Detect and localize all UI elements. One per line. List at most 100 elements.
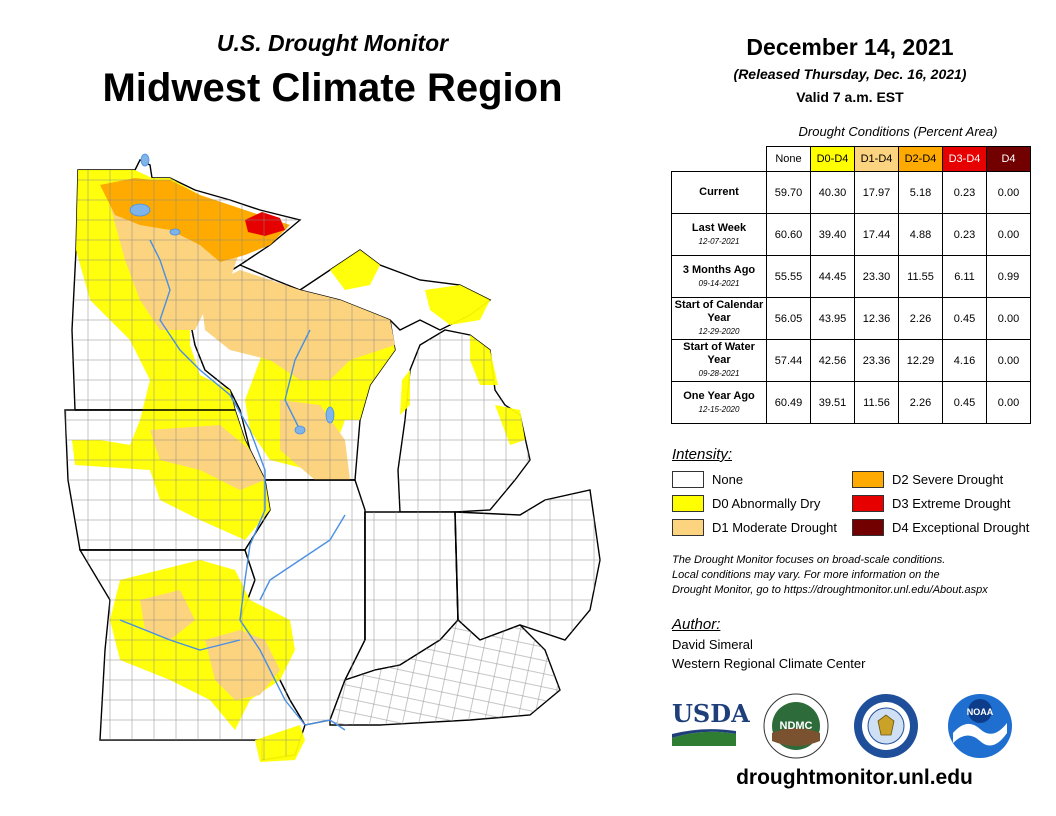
author-organization: Western Regional Climate Center — [672, 656, 866, 671]
cell-d3-d4: 6.11 — [942, 255, 987, 298]
cell-d2-d4: 12.29 — [898, 339, 943, 382]
legend-label-d0: D0 Abnormally Dry — [712, 496, 821, 511]
cell-d2-d4: 2.26 — [898, 381, 943, 424]
valid-time: Valid 7 a.m. EST — [796, 89, 904, 105]
col-header-d0-d4: D0-D4 — [810, 146, 855, 172]
legend-label-d4: D4 Exceptional Drought — [892, 520, 1030, 535]
cell-d0-d4: 43.95 — [810, 297, 855, 340]
usda-logo-text: USDA — [672, 699, 750, 728]
cell-d4: 0.00 — [986, 339, 1031, 382]
cell-d1-d4: 12.36 — [854, 297, 899, 340]
col-header-d1-d4: D1-D4 — [854, 146, 899, 172]
legend-swatch-d1 — [672, 519, 704, 536]
cell-d1-d4: 11.56 — [854, 381, 899, 424]
col-header-d3-d4: D3-D4 — [942, 146, 987, 172]
row-label-text: Last Week — [691, 221, 747, 234]
row-label: One Year Ago 12-15-2020 — [671, 381, 767, 424]
noaa-logo-text: NOAA — [967, 707, 994, 717]
cell-d3-d4: 4.16 — [942, 339, 987, 382]
ndmc-logo: NDMC — [763, 693, 829, 759]
usda-swoosh-icon — [672, 729, 736, 746]
row-label-date: 12-07-2021 — [698, 236, 740, 246]
cell-d4: 0.00 — [986, 381, 1031, 424]
legend-swatch-d3 — [852, 495, 884, 512]
row-label: 3 Months Ago 09-14-2021 — [671, 255, 767, 298]
legend-swatch-d4 — [852, 519, 884, 536]
cell-d2-d4: 5.18 — [898, 171, 943, 214]
cell-none: 60.49 — [766, 381, 811, 424]
cell-d4: 0.99 — [986, 255, 1031, 298]
county-lines — [65, 160, 600, 760]
cell-d0-d4: 39.51 — [810, 381, 855, 424]
cell-d1-d4: 17.44 — [854, 213, 899, 256]
table-row: Last Week 12-07-2021 60.60 39.40 17.44 4.… — [671, 213, 1031, 256]
website-url: droughtmonitor.unl.edu — [736, 766, 973, 789]
table-row: 3 Months Ago 09-14-2021 55.55 44.45 23.30… — [671, 255, 1031, 298]
release-date: (Released Thursday, Dec. 16, 2021) — [733, 66, 967, 82]
note-line: Local conditions may vary. For more info… — [672, 569, 940, 581]
row-label-date: 12-15-2020 — [698, 404, 740, 414]
drought-conditions-table: None D0-D4 D1-D4 D2-D4 D3-D4 D4 Current … — [671, 146, 1031, 424]
cell-none: 60.60 — [766, 213, 811, 256]
map-title: Midwest Climate Region — [102, 66, 563, 110]
lakes — [129, 153, 335, 435]
state-borders — [75, 409, 459, 640]
row-label: Last Week 12-07-2021 — [671, 213, 767, 256]
table-row: Start of Calendar Year 12-29-2020 56.05 4… — [671, 297, 1031, 340]
author-name: David Simeral — [672, 637, 753, 652]
row-label-date: 09-28-2021 — [698, 369, 740, 378]
disclaimer-note: The Drought Monitor focuses on broad-sca… — [672, 553, 1042, 598]
ndmc-logo-text: NDMC — [780, 720, 813, 732]
conditions-title: Drought Conditions (Percent Area) — [798, 124, 998, 139]
legend-label-none: None — [712, 472, 744, 487]
row-label: Start of Calendar Year 12-29-2020 — [671, 297, 767, 340]
legend-swatch-none — [672, 471, 704, 488]
drought-map — [64, 153, 601, 762]
col-header-d4: D4 — [986, 146, 1031, 172]
author-heading: Author: — [672, 616, 721, 633]
map-subtitle: U.S. Drought Monitor — [216, 30, 449, 56]
cell-d3-d4: 0.45 — [942, 381, 987, 424]
row-label-text: Start of Water Year — [683, 341, 755, 366]
cell-none: 55.55 — [766, 255, 811, 298]
table-row: One Year Ago 12-15-2020 60.49 39.51 11.56… — [671, 381, 1031, 424]
cell-d2-d4: 11.55 — [898, 255, 943, 298]
noaa-logo: NOAA — [948, 694, 1012, 758]
legend-label-d3: D3 Extreme Drought — [892, 496, 1011, 511]
row-label: Current — [671, 171, 767, 214]
cell-d1-d4: 17.97 — [854, 171, 899, 214]
row-label-text: 3 Months Ago — [682, 263, 756, 276]
table-corner — [672, 147, 767, 172]
cell-d3-d4: 0.23 — [942, 171, 987, 214]
commerce-seal-logo — [854, 694, 918, 758]
col-header-d2-d4: D2-D4 — [898, 146, 943, 172]
cell-d4: 0.00 — [986, 213, 1031, 256]
table-row: Current 59.70 40.30 17.97 5.18 0.23 0.00 — [671, 171, 1031, 214]
cell-d0-d4: 42.56 — [810, 339, 855, 382]
legend-heading: Intensity: — [672, 446, 733, 463]
row-label-text: One Year Ago — [683, 389, 755, 402]
cell-d0-d4: 40.30 — [810, 171, 855, 214]
legend-label-d1: D1 Moderate Drought — [712, 520, 838, 535]
row-label-date: 12-29-2020 — [698, 327, 740, 336]
cell-none: 56.05 — [766, 297, 811, 340]
row-label-text: Current — [699, 186, 739, 198]
rivers — [119, 239, 346, 731]
legend-label-d2: D2 Severe Drought — [892, 472, 1004, 487]
cell-d2-d4: 2.26 — [898, 297, 943, 340]
col-header-none: None — [766, 146, 811, 172]
cell-d4: 0.00 — [986, 171, 1031, 214]
table-header-row: None D0-D4 D1-D4 D2-D4 D3-D4 D4 — [672, 146, 1031, 172]
row-label-text: Start of Calendar Year — [674, 299, 764, 324]
usda-logo: USDA — [672, 699, 750, 750]
note-line: The Drought Monitor focuses on broad-sca… — [672, 554, 946, 566]
note-line: Drought Monitor, go to https://droughtmo… — [672, 584, 988, 596]
cell-d3-d4: 0.23 — [942, 213, 987, 256]
legend-swatch-d0 — [672, 495, 704, 512]
table-row: Start of Water Year 09-28-2021 57.44 42.5… — [671, 339, 1031, 382]
cell-d4: 0.00 — [986, 297, 1031, 340]
cell-none: 57.44 — [766, 339, 811, 382]
cell-d0-d4: 44.45 — [810, 255, 855, 298]
legend-swatch-d2 — [852, 471, 884, 488]
cell-d1-d4: 23.30 — [854, 255, 899, 298]
